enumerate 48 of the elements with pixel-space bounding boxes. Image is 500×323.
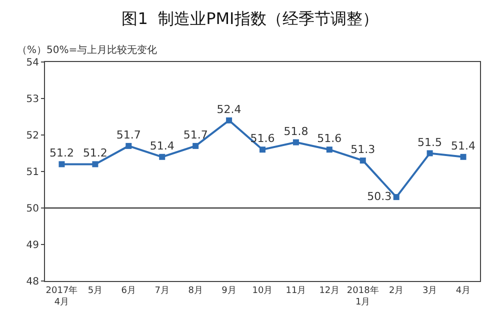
x-tick-label: 9月 [222,286,236,296]
x-tick-label: 12月 [319,286,340,296]
text: （%）50%=与上月比较无变化 [17,44,158,56]
point [426,150,433,156]
data-label: 51.3 [350,143,376,156]
data-label: 51.6 [317,132,342,146]
point [326,146,332,153]
x-tick-label: 6月 [121,286,136,296]
point [260,146,266,153]
point [460,154,466,160]
x-tick-label: 2018年 1月 [346,284,379,308]
point [159,154,166,160]
data-label: 51.6 [250,132,275,146]
point [360,158,366,164]
y-tick-label: 51 [26,167,39,178]
chart-title: 图1 制造业PMI指数（经季节调整） [122,9,378,28]
data-label: 51.5 [418,136,442,149]
point [292,139,299,146]
point [226,117,232,124]
x-tick-label: 10月 [252,286,273,296]
data-label: 50.3 [367,190,392,203]
data-label: 51.4 [150,139,174,152]
x-tick-label: 8月 [188,286,203,296]
x-tick-label: 7月 [154,286,170,296]
x-tick-label: 5月 [88,286,103,296]
x-tick-label: 2月 [388,286,404,296]
x-tick-label: 2017年 4月 [46,284,78,308]
point [393,194,400,200]
point [92,161,98,168]
data-label: 51.4 [451,139,476,152]
y-tick-label: 49 [26,240,39,251]
point [58,161,65,168]
y-tick-label: 54 [26,58,39,68]
y-tick-label: 48 [26,276,39,288]
data-label: 51.2 [82,146,108,160]
data-label: 51.2 [49,146,74,160]
x-tick-label: 4月 [456,286,471,296]
data-label: 51.8 [284,124,308,138]
point [192,142,199,149]
y-tick-label: 50 [26,204,39,214]
x-tick-label: 11月 [286,286,306,296]
data-label: 51.7 [183,128,208,142]
data-label: 52.4 [216,102,242,116]
y-tick-label: 53 [26,94,39,105]
y-tick-label: 52 [26,130,39,142]
point [126,142,132,149]
data-label: 51.7 [116,128,141,142]
x-tick-label: 3月 [422,286,438,296]
